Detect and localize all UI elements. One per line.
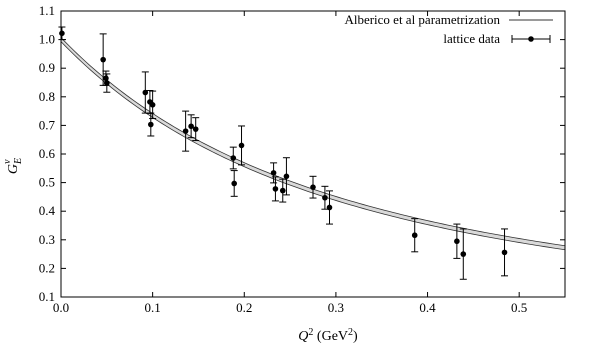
x-tick-label: 0.3 [328,300,344,315]
y-axis-label-sup: v [2,159,13,164]
y-axis-label-sub: E [13,158,24,165]
lattice-data-point [142,89,149,96]
y-tick-label: 0.5 [39,175,55,190]
parametrization-band-upper [60,37,566,247]
x-axis-label-unit-close: ) [353,329,358,344]
plot-frame [60,10,566,298]
lattice-data-point [270,170,277,176]
legend-entry-lattice-swatch-marker [528,36,534,42]
lattice-data-point [272,186,279,192]
lattice-data-point [310,184,316,190]
y-tick-label: 0.8 [39,89,55,104]
x-axis-label-var: Q [298,329,308,344]
parametrization-band-layer [60,37,566,251]
y-tick-label: 0.9 [39,60,55,75]
x-tick-label: 0.0 [53,300,69,315]
lattice-data-point [148,121,154,128]
x-tick-label: 0.5 [511,300,527,315]
y-tick-label: 0.7 [39,117,56,132]
lattice-data-point [103,75,109,82]
axis-ticks-layer: 0.0 0.1 0.2 0.3 0.4 0.50.10.20.30.40.50.60.70… [39,3,565,315]
legend: Alberico et al parametrization lattice d… [344,12,553,46]
lattice-data-point [460,251,467,257]
lattice-data-point [149,102,156,108]
lattice-data-point [283,173,290,180]
lattice-data-point [100,56,106,63]
lattice-data-point [411,232,418,239]
y-axis-label: GEv [2,158,24,174]
y-tick-label: 1.0 [39,32,55,47]
x-tick-label: 0.1 [145,300,161,315]
lattice-data-point [322,194,328,201]
y-axis-label-var: G [6,164,21,174]
y-tick-label: 0.4 [39,203,56,218]
lattice-data-point [230,155,237,161]
lattice-data-point [326,204,333,211]
legend-entry-lattice-label: lattice data [443,31,500,46]
x-axis-label-unit: (GeV [313,329,348,344]
y-axis-label-group: GEv [2,158,24,174]
lattice-data-point [454,238,460,245]
x-tick-label: 0.4 [419,300,436,315]
y-tick-label: 0.2 [39,260,55,275]
lattice-data-point [238,142,245,149]
y-tick-label: 0.1 [39,289,55,304]
lattice-data-point [501,249,508,256]
lattice-data-point [231,180,237,187]
legend-entry-parametrization-label: Alberico et al parametrization [344,12,500,27]
parametrization-band [61,37,565,250]
x-axis-label-var-sup: 2 [308,327,313,338]
x-axis-label: Q2 (GeV2) [298,327,358,345]
x-tick-label: 0.2 [236,300,252,315]
lattice-data-point [188,123,194,130]
y-tick-label: 1.1 [39,3,55,18]
y-tick-label: 0.3 [39,232,55,247]
y-tick-label: 0.6 [39,146,56,161]
x-axis-label-unit-sup: 2 [348,327,353,338]
lattice-data-point [279,187,286,194]
parametrization-band-lower [60,41,566,251]
lattice-data-point [59,30,65,37]
lattice-data-point [182,128,189,134]
data-points-layer [58,26,509,280]
lattice-data-point [104,80,110,86]
lattice-data-point [192,126,199,132]
